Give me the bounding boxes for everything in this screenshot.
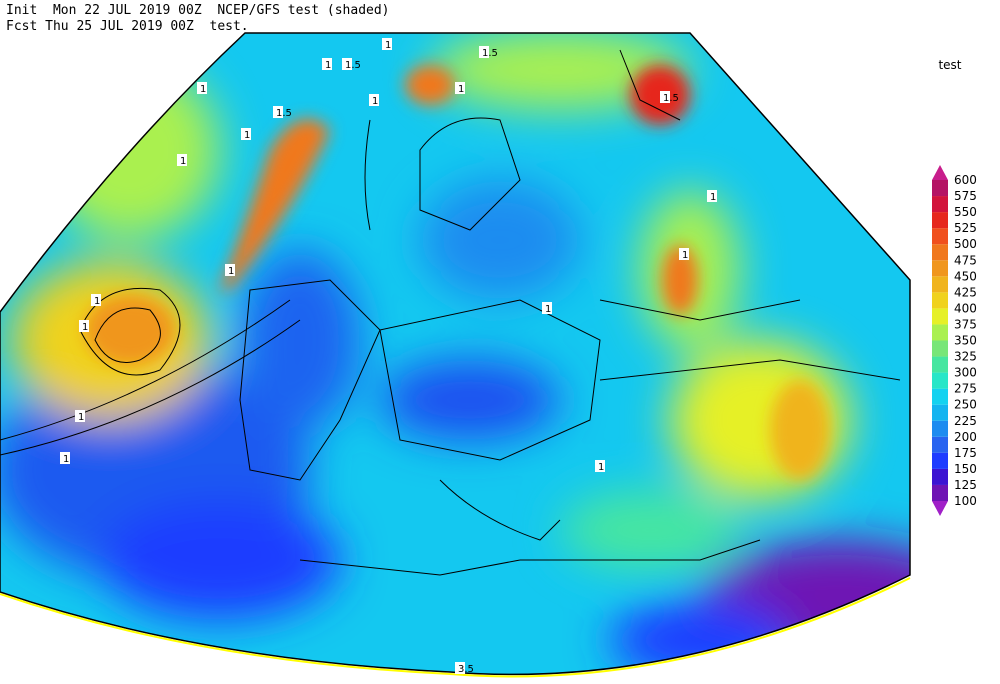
colorbar-label: 600 bbox=[954, 173, 977, 187]
colorbar-box bbox=[932, 436, 948, 453]
contour-label-bg bbox=[455, 662, 465, 674]
colorbar-label: 150 bbox=[954, 462, 977, 476]
colorbar-box bbox=[932, 420, 948, 437]
colorbar-label: 200 bbox=[954, 430, 977, 444]
contour-label: 1.5 bbox=[345, 60, 361, 71]
colorbar-label: 425 bbox=[954, 285, 977, 299]
colorbar-box bbox=[932, 484, 948, 501]
contour-label: 1 bbox=[82, 322, 88, 333]
colorbar-box bbox=[932, 388, 948, 405]
contour-label: 1 bbox=[63, 454, 69, 465]
colorbar-label: 350 bbox=[954, 334, 977, 348]
colorbar-box bbox=[932, 404, 948, 421]
contour-label: 1 bbox=[200, 84, 206, 95]
contour-label: 1 bbox=[325, 60, 331, 71]
contour-label: 1 bbox=[244, 130, 250, 141]
contour-label-bg bbox=[342, 58, 352, 70]
contour-label: 1 bbox=[598, 462, 604, 473]
contour-label-bg bbox=[660, 91, 670, 103]
colorbar-label: 275 bbox=[954, 382, 977, 396]
contour-label-bg bbox=[322, 58, 332, 70]
colorbar-label: 225 bbox=[954, 414, 977, 428]
colorbar-label: 375 bbox=[954, 317, 977, 331]
contour-label: 1 bbox=[180, 156, 186, 167]
contour-label: 1 bbox=[228, 266, 234, 277]
colorbar-box bbox=[932, 292, 948, 309]
contour-label: 1 bbox=[545, 304, 551, 315]
colorbar-label: 250 bbox=[954, 398, 977, 412]
colorbar-box bbox=[932, 228, 948, 245]
colorbar-box bbox=[932, 276, 948, 293]
contour-label: 1 bbox=[385, 40, 391, 51]
colorbar-triangle bbox=[932, 165, 948, 180]
borders bbox=[0, 49, 901, 576]
colorbar-box bbox=[932, 468, 948, 485]
colorbar-box bbox=[932, 452, 948, 469]
contour-label: 3.5 bbox=[458, 664, 474, 675]
colorbar-box bbox=[932, 260, 948, 277]
contour-label-bg bbox=[382, 38, 392, 50]
contour-label-bg bbox=[91, 294, 101, 306]
contour-label-bg bbox=[241, 128, 251, 140]
map-frame bbox=[0, 32, 911, 676]
colorbar-label: 575 bbox=[954, 189, 977, 203]
colorbar-label: 475 bbox=[954, 253, 977, 267]
map-field bbox=[0, 33, 910, 675]
colorbar: 100 125 150 175 200 225 250 275 300 325 350 375 400 4… bbox=[932, 165, 977, 516]
contour-label: 1 bbox=[94, 296, 100, 307]
contour-label-bg bbox=[75, 410, 85, 422]
colorbar-box bbox=[932, 308, 948, 325]
colorbar-label: 175 bbox=[954, 446, 977, 460]
colorbar-label: 500 bbox=[954, 237, 977, 251]
colorbar-box bbox=[932, 356, 948, 373]
contour-label: 1 bbox=[710, 192, 716, 203]
contour-label-bg bbox=[455, 82, 465, 94]
contour-label-bg bbox=[60, 452, 70, 464]
colorbar-box bbox=[932, 196, 948, 213]
contour-label: 1 bbox=[78, 412, 84, 423]
legend-title: test bbox=[938, 58, 961, 72]
contour-label-bg bbox=[707, 190, 717, 202]
colorbar-label: 400 bbox=[954, 301, 977, 315]
contour-label-bg bbox=[679, 248, 689, 260]
contour-label-bg bbox=[595, 460, 605, 472]
colorbar-label: 525 bbox=[954, 221, 977, 235]
colorbar-label: 100 bbox=[954, 494, 977, 508]
header-line-2: Fcst Thu 25 JUL 2019 00Z test. bbox=[6, 19, 249, 34]
contour-label: 1.5 bbox=[482, 48, 498, 59]
contour-label-bg bbox=[79, 320, 89, 332]
contour-label: 1.5 bbox=[663, 93, 679, 104]
colorbar-triangle bbox=[932, 501, 948, 516]
map-frame-edge bbox=[0, 577, 911, 678]
contour-label-bg bbox=[197, 82, 207, 94]
contour-label-bg bbox=[273, 106, 283, 118]
contour-label: 1 bbox=[682, 250, 688, 261]
contour-label: 1 bbox=[458, 84, 464, 95]
colorbar-label: 125 bbox=[954, 478, 977, 492]
colorbar-box bbox=[932, 180, 948, 197]
contour-label: 1 bbox=[372, 96, 378, 107]
contour-label-bg bbox=[225, 264, 235, 276]
colorbar-label: 300 bbox=[954, 366, 977, 380]
colorbar-box bbox=[932, 212, 948, 229]
header-line-1: Init Mon 22 JUL 2019 00Z NCEP/GFS test (… bbox=[6, 3, 390, 18]
contour-label-bg bbox=[542, 302, 552, 314]
colorbar-box bbox=[932, 340, 948, 357]
colorbar-label: 550 bbox=[954, 205, 977, 219]
contour-label-bg bbox=[369, 94, 379, 106]
colorbar-box bbox=[932, 324, 948, 341]
contour-labels: 1 1.5 1.5 1 1 1.5 1 1 1 1 1 1 1 1 1 1 1 1.5 1 1 3.5 bbox=[60, 38, 717, 675]
colorbar-label: 325 bbox=[954, 350, 977, 364]
colorbar-box bbox=[932, 244, 948, 261]
contour-label: 1.5 bbox=[276, 108, 292, 119]
contour-label-bg bbox=[177, 154, 187, 166]
contour-label-bg bbox=[479, 46, 489, 58]
colorbar-box bbox=[932, 372, 948, 389]
colorbar-label: 450 bbox=[954, 269, 977, 283]
